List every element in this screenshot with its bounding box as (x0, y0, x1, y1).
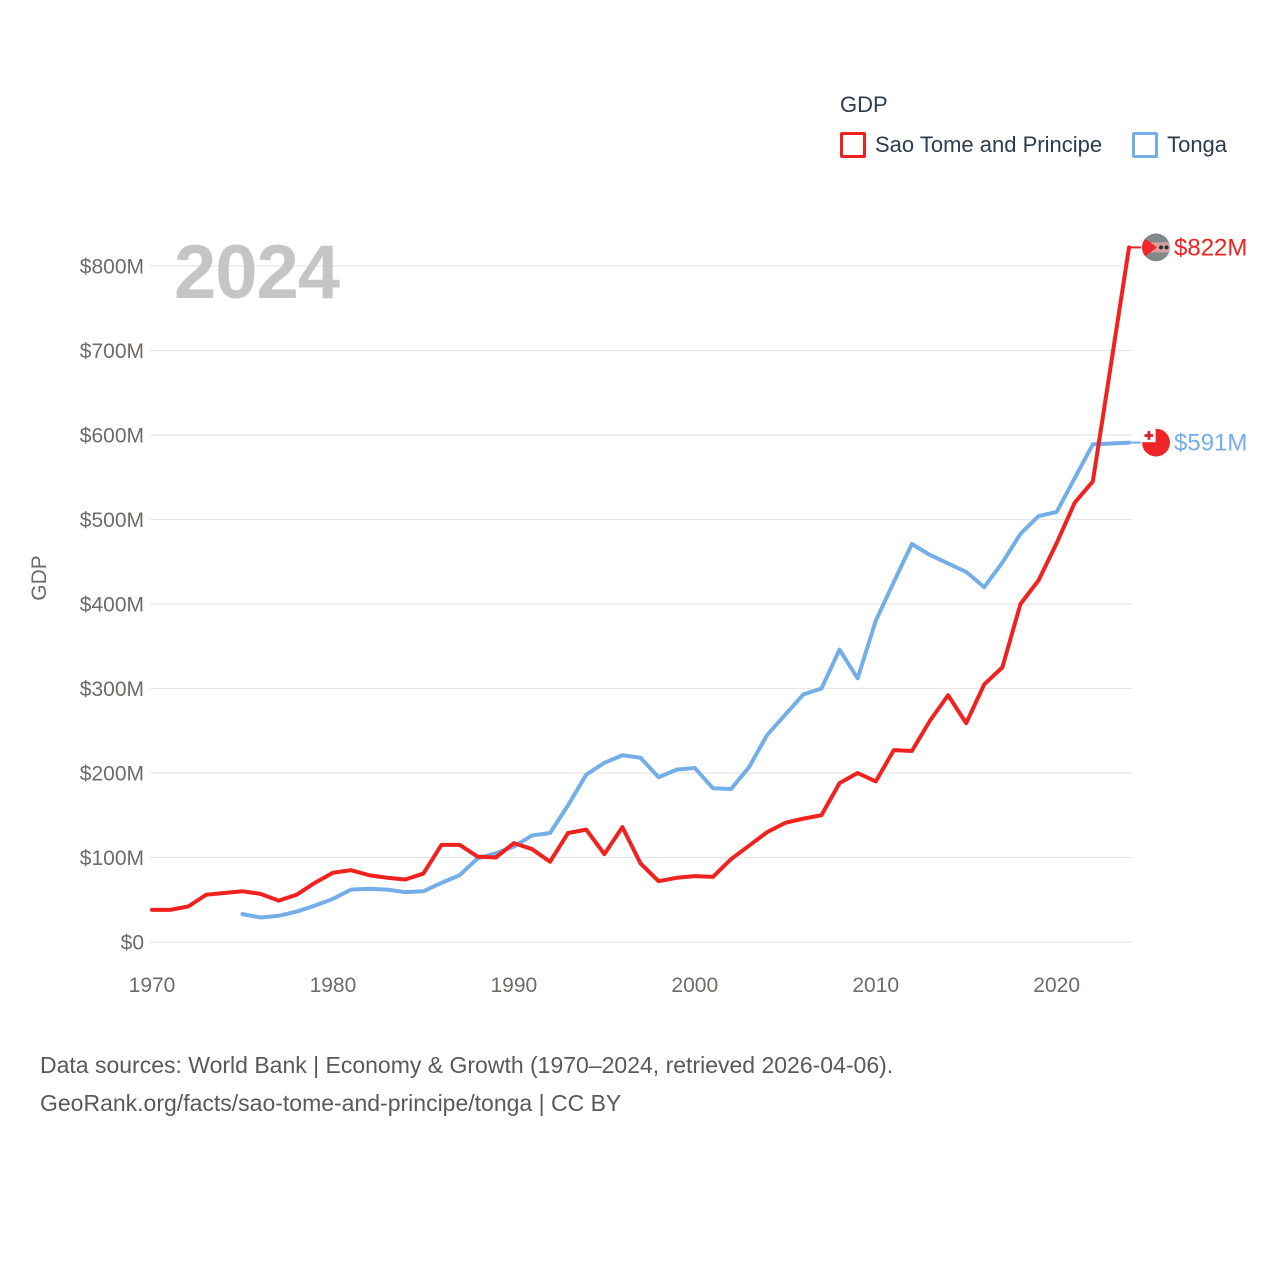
legend-item-tonga[interactable]: Tonga (1132, 132, 1227, 158)
y-tick-label: $500M (80, 509, 144, 532)
footer: Data sources: World Bank | Economy & Gro… (40, 1046, 1240, 1122)
legend-item-label: Sao Tome and Principe (875, 132, 1103, 157)
legend-item-label: Tonga (1167, 132, 1228, 157)
y-gridlines (150, 265, 1132, 943)
series-line-sao-tome[interactable] (150, 245, 1132, 912)
x-tick-label: 2010 (852, 974, 899, 997)
end-label-sao-tome: $822M (1174, 234, 1247, 261)
tonga-flag-icon (1142, 428, 1171, 457)
y-tick-label: $100M (80, 847, 144, 870)
legend: GDP Sao Tome and Principe Tonga (840, 92, 1260, 158)
footer-attribution-line: GeoRank.org/facts/sao-tome-and-principe/… (40, 1090, 622, 1116)
sao-tome-flag-icon (1142, 233, 1171, 262)
y-tick-label: $800M (80, 256, 144, 279)
footer-sources-line: Data sources: World Bank | Economy & Gro… (40, 1052, 894, 1078)
x-tick-label: 2020 (1033, 974, 1080, 997)
legend-row: Sao Tome and Principe Tonga (840, 132, 1260, 158)
legend-item-sao-tome[interactable]: Sao Tome and Principe (840, 132, 1102, 158)
y-axis-tick-labels: $0 $100M $200M $300M $400M $500M $600M $700M $80… (80, 256, 144, 955)
y-tick-label: $600M (80, 425, 144, 448)
x-tick-label: 1990 (491, 974, 538, 997)
x-tick-label: 1980 (310, 974, 357, 997)
y-tick-label: $700M (80, 340, 144, 363)
y-tick-label: $200M (80, 763, 144, 786)
legend-title: GDP (840, 92, 888, 117)
y-tick-label: $0 (121, 932, 144, 955)
x-tick-label: 1970 (129, 974, 176, 997)
year-watermark: 2024 (174, 230, 340, 315)
y-tick-label: $300M (80, 678, 144, 701)
legend-swatch-sao-tome (840, 132, 866, 158)
x-axis-tick-labels: 1970 1980 1990 2000 2010 2020 (129, 974, 1080, 997)
y-axis-title: GDP (28, 555, 51, 601)
series-line-tonga[interactable] (240, 440, 1132, 920)
end-label-tonga: $591M (1174, 430, 1247, 457)
x-tick-label: 2000 (671, 974, 718, 997)
y-tick-label: $400M (80, 594, 144, 617)
legend-swatch-tonga (1132, 132, 1159, 158)
